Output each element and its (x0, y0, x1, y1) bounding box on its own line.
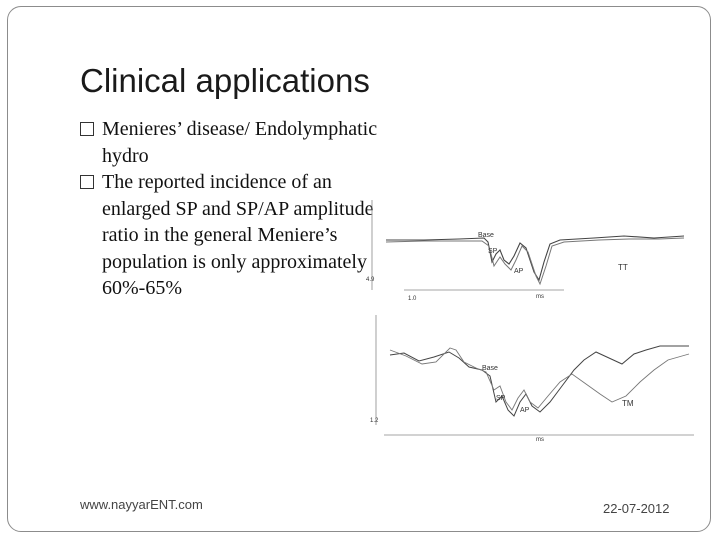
top-x-value: 1.0 (408, 296, 417, 302)
bottom-trace-2 (389, 347, 690, 411)
slide-title: Clinical applications (80, 62, 370, 99)
bullet-list: Menieres’ disease/ Endolymphatic hydro T… (80, 116, 380, 302)
top-trace-1 (386, 235, 685, 282)
slide-frame (7, 6, 711, 532)
waveform-scan-image: Base SP AP TT 4.9 1.0 ms Base SP AP TM 1… (366, 200, 694, 443)
bullet-square-icon (80, 175, 94, 189)
footer-date: 22-07-2012 (603, 501, 670, 516)
bottom-side-label: TM (622, 399, 634, 408)
bullet-item: Menieres’ disease/ Endolymphatic hydro (80, 116, 380, 169)
top-base-label: Base (478, 232, 494, 239)
bullet-item: The reported incidence of an enlarged SP… (80, 169, 380, 302)
bottom-ap-label: AP (520, 407, 530, 414)
top-trace-2 (385, 237, 685, 286)
bottom-sp-label: SP (496, 395, 506, 402)
footer-website: www.nayyarENT.com (80, 497, 203, 512)
top-ap-label: AP (514, 268, 524, 275)
bullet-text: Menieres’ disease/ Endolymphatic hydro (102, 118, 378, 167)
bullet-square-icon (80, 122, 94, 136)
top-x-unit: ms (536, 294, 544, 300)
bottom-base-label: Base (482, 365, 498, 372)
top-sp-label: SP (488, 248, 498, 255)
top-side-label: TT (618, 263, 628, 272)
top-y-value: 4.9 (366, 277, 375, 283)
bottom-x-unit: ms (536, 437, 544, 443)
bullet-text: The reported incidence of an enlarged SP… (102, 171, 374, 299)
bottom-y-value: 1.2 (370, 418, 379, 424)
ecochg-waveform-figure: Base SP AP TT 4.9 1.0 ms Base SP AP TM 1… (364, 180, 702, 443)
